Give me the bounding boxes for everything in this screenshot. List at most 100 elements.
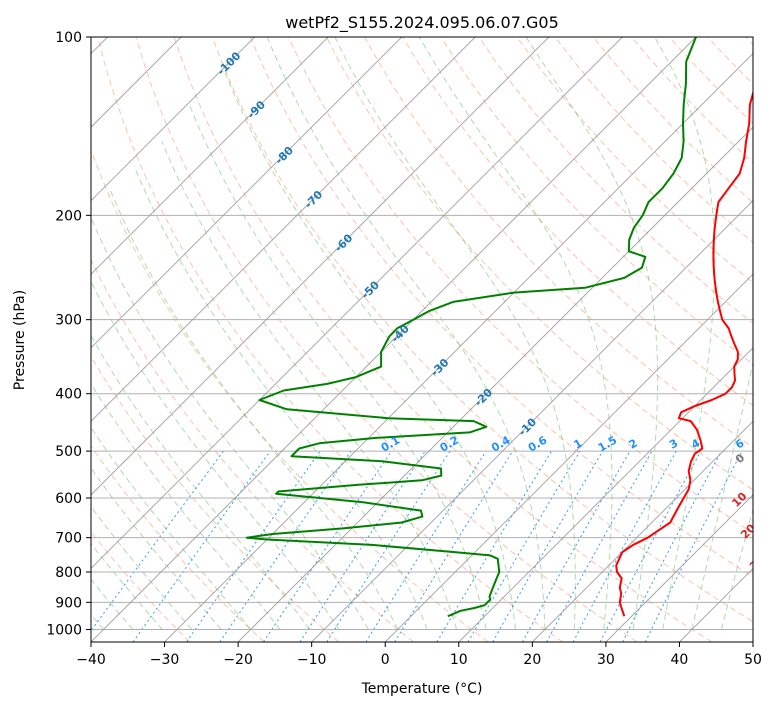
x-tick-label: −10: [297, 652, 327, 668]
mixing-ratio-line: [522, 450, 631, 642]
y-tick-label: 100: [55, 30, 82, 46]
isotherm-label: -30: [428, 356, 451, 379]
x-tick-label: 30: [597, 652, 615, 668]
dry-adiabat-line: [91, 445, 265, 642]
mixing-ratio-line: [622, 450, 722, 642]
chart-title: wetPf2_S155.2024.095.06.07.G05: [285, 13, 559, 33]
isotherm-gridline: [311, 199, 753, 642]
dry-adiabat-label: 30: [747, 553, 767, 573]
isotherm-gridline: [91, 37, 697, 642]
isotherm-gridline: [91, 37, 550, 496]
isotherm-label: -10: [516, 415, 539, 438]
moist-adiabat-line: [91, 613, 104, 630]
moist-adiabat-line: [91, 216, 369, 630]
x-tick-label: 50: [744, 652, 762, 668]
moist-adiabat-line: [91, 382, 281, 630]
dry-adiabat-line: [516, 37, 753, 284]
dry-adiabat-line: [211, 37, 753, 623]
dry-adiabat-line: [91, 531, 191, 642]
mixing-ratio-line: [394, 450, 514, 642]
x-axis-label: Temperature (°C): [361, 681, 483, 697]
isotherm-gridline: [605, 494, 753, 642]
moist-adiabat-line: [91, 578, 134, 630]
mixing-ratio-line: [436, 450, 552, 642]
x-tick-label: 10: [450, 652, 468, 668]
isotherm-label: -20: [472, 386, 495, 409]
dry-adiabat-line: [745, 37, 753, 46]
plot-frame: [90, 36, 754, 643]
x-tick-label: 40: [671, 652, 689, 668]
isotherm-label: -60: [332, 231, 355, 254]
dry-adiabat-line: [97, 37, 563, 642]
moist-adiabat-line: [133, 165, 428, 630]
dry-adiabat-line: [91, 258, 414, 642]
moist-adiabat-line: [91, 426, 252, 630]
moist-adiabat-line: [654, 37, 716, 630]
dry-adiabat-line: [478, 37, 753, 324]
y-tick-label: 600: [55, 491, 82, 507]
isotherm-label: -40: [389, 322, 412, 345]
dry-adiabat-line: [287, 37, 753, 534]
moist-adiabat-line: [720, 507, 753, 630]
moist-adiabat-line: [91, 280, 340, 630]
dry-adiabat-line: [249, 37, 753, 578]
y-tick-label: 900: [55, 595, 82, 611]
axis-ticks: −40 −30 −20 −10 0 10 20 30 40 5010020030040050060…: [46, 30, 762, 668]
mixing-ratio-line: [546, 450, 653, 642]
isotherm-gridline: [384, 273, 753, 642]
dry-adiabat-line: [91, 355, 340, 642]
mixing-ratio-label: 6: [733, 436, 746, 451]
isotherm-gridline: [91, 37, 329, 275]
temperature-profile-line: [615, 89, 753, 617]
mixing-ratio-line: [299, 450, 426, 642]
isotherm-gridline: [91, 37, 256, 202]
mixing-ratio-line: [572, 450, 677, 642]
moist-adiabat-line: [188, 104, 487, 630]
mixing-ratio-line: [326, 450, 451, 642]
moist-adiabat-line: [109, 188, 399, 630]
dry-adiabat-line: [173, 37, 713, 642]
moist-adiabat-line: [418, 37, 613, 630]
mixing-ratio-line: [599, 450, 702, 642]
isotherm-label: -80: [273, 144, 296, 167]
y-tick-label: 300: [55, 313, 82, 329]
isotherm-gridline: [91, 37, 403, 349]
mixing-ratio-line: [644, 450, 743, 642]
dry-adiabat-label: 40: [757, 584, 775, 604]
moist-adiabat-line: [91, 505, 193, 630]
isotherm-gridline: [679, 567, 753, 642]
isotherm-label: -50: [359, 278, 382, 301]
plot-clipped-group: -100-90-80-70-60-50-40-30-20-10010203040…: [91, 37, 775, 642]
y-tick-label: 1000: [46, 622, 82, 638]
mixing-ratio-label: 8: [759, 437, 772, 452]
mixing-ratio-label: 2: [627, 437, 640, 452]
x-tick-label: −30: [150, 652, 180, 668]
mixing-ratio-line: [219, 450, 352, 642]
moist-adiabat-line: [91, 467, 222, 630]
plot-area: -100-90-80-70-60-50-40-30-20-10010203040…: [90, 36, 775, 643]
mixing-ratio-label: 3: [667, 437, 680, 452]
moist-adiabat-line: [224, 72, 516, 630]
x-tick-label: 20: [523, 652, 541, 668]
y-tick-label: 800: [55, 565, 82, 581]
dewpoint-profile-line: [245, 37, 697, 618]
isotherm-label: -70: [302, 188, 325, 211]
moist-adiabat-line: [91, 334, 310, 630]
moist-adiabat-line: [266, 37, 546, 630]
moist-adiabat-line: [161, 141, 458, 630]
dry-adiabat-line: [669, 37, 753, 125]
isotherm-gridline: [531, 420, 753, 642]
dry-adiabat-label: 10: [729, 490, 749, 510]
y-tick-label: 200: [55, 208, 82, 224]
x-tick-label: −20: [223, 652, 253, 668]
isotherm-gridline: [752, 641, 753, 642]
moist-adiabat-line: [334, 37, 576, 630]
isotherm-gridline: [458, 347, 753, 642]
y-tick-label: 500: [55, 444, 82, 460]
isotherm-gridline: [91, 37, 623, 570]
x-tick-label: −40: [76, 652, 106, 668]
isotherm-gridline: [164, 52, 753, 642]
moist-adiabat-line: [691, 360, 753, 630]
